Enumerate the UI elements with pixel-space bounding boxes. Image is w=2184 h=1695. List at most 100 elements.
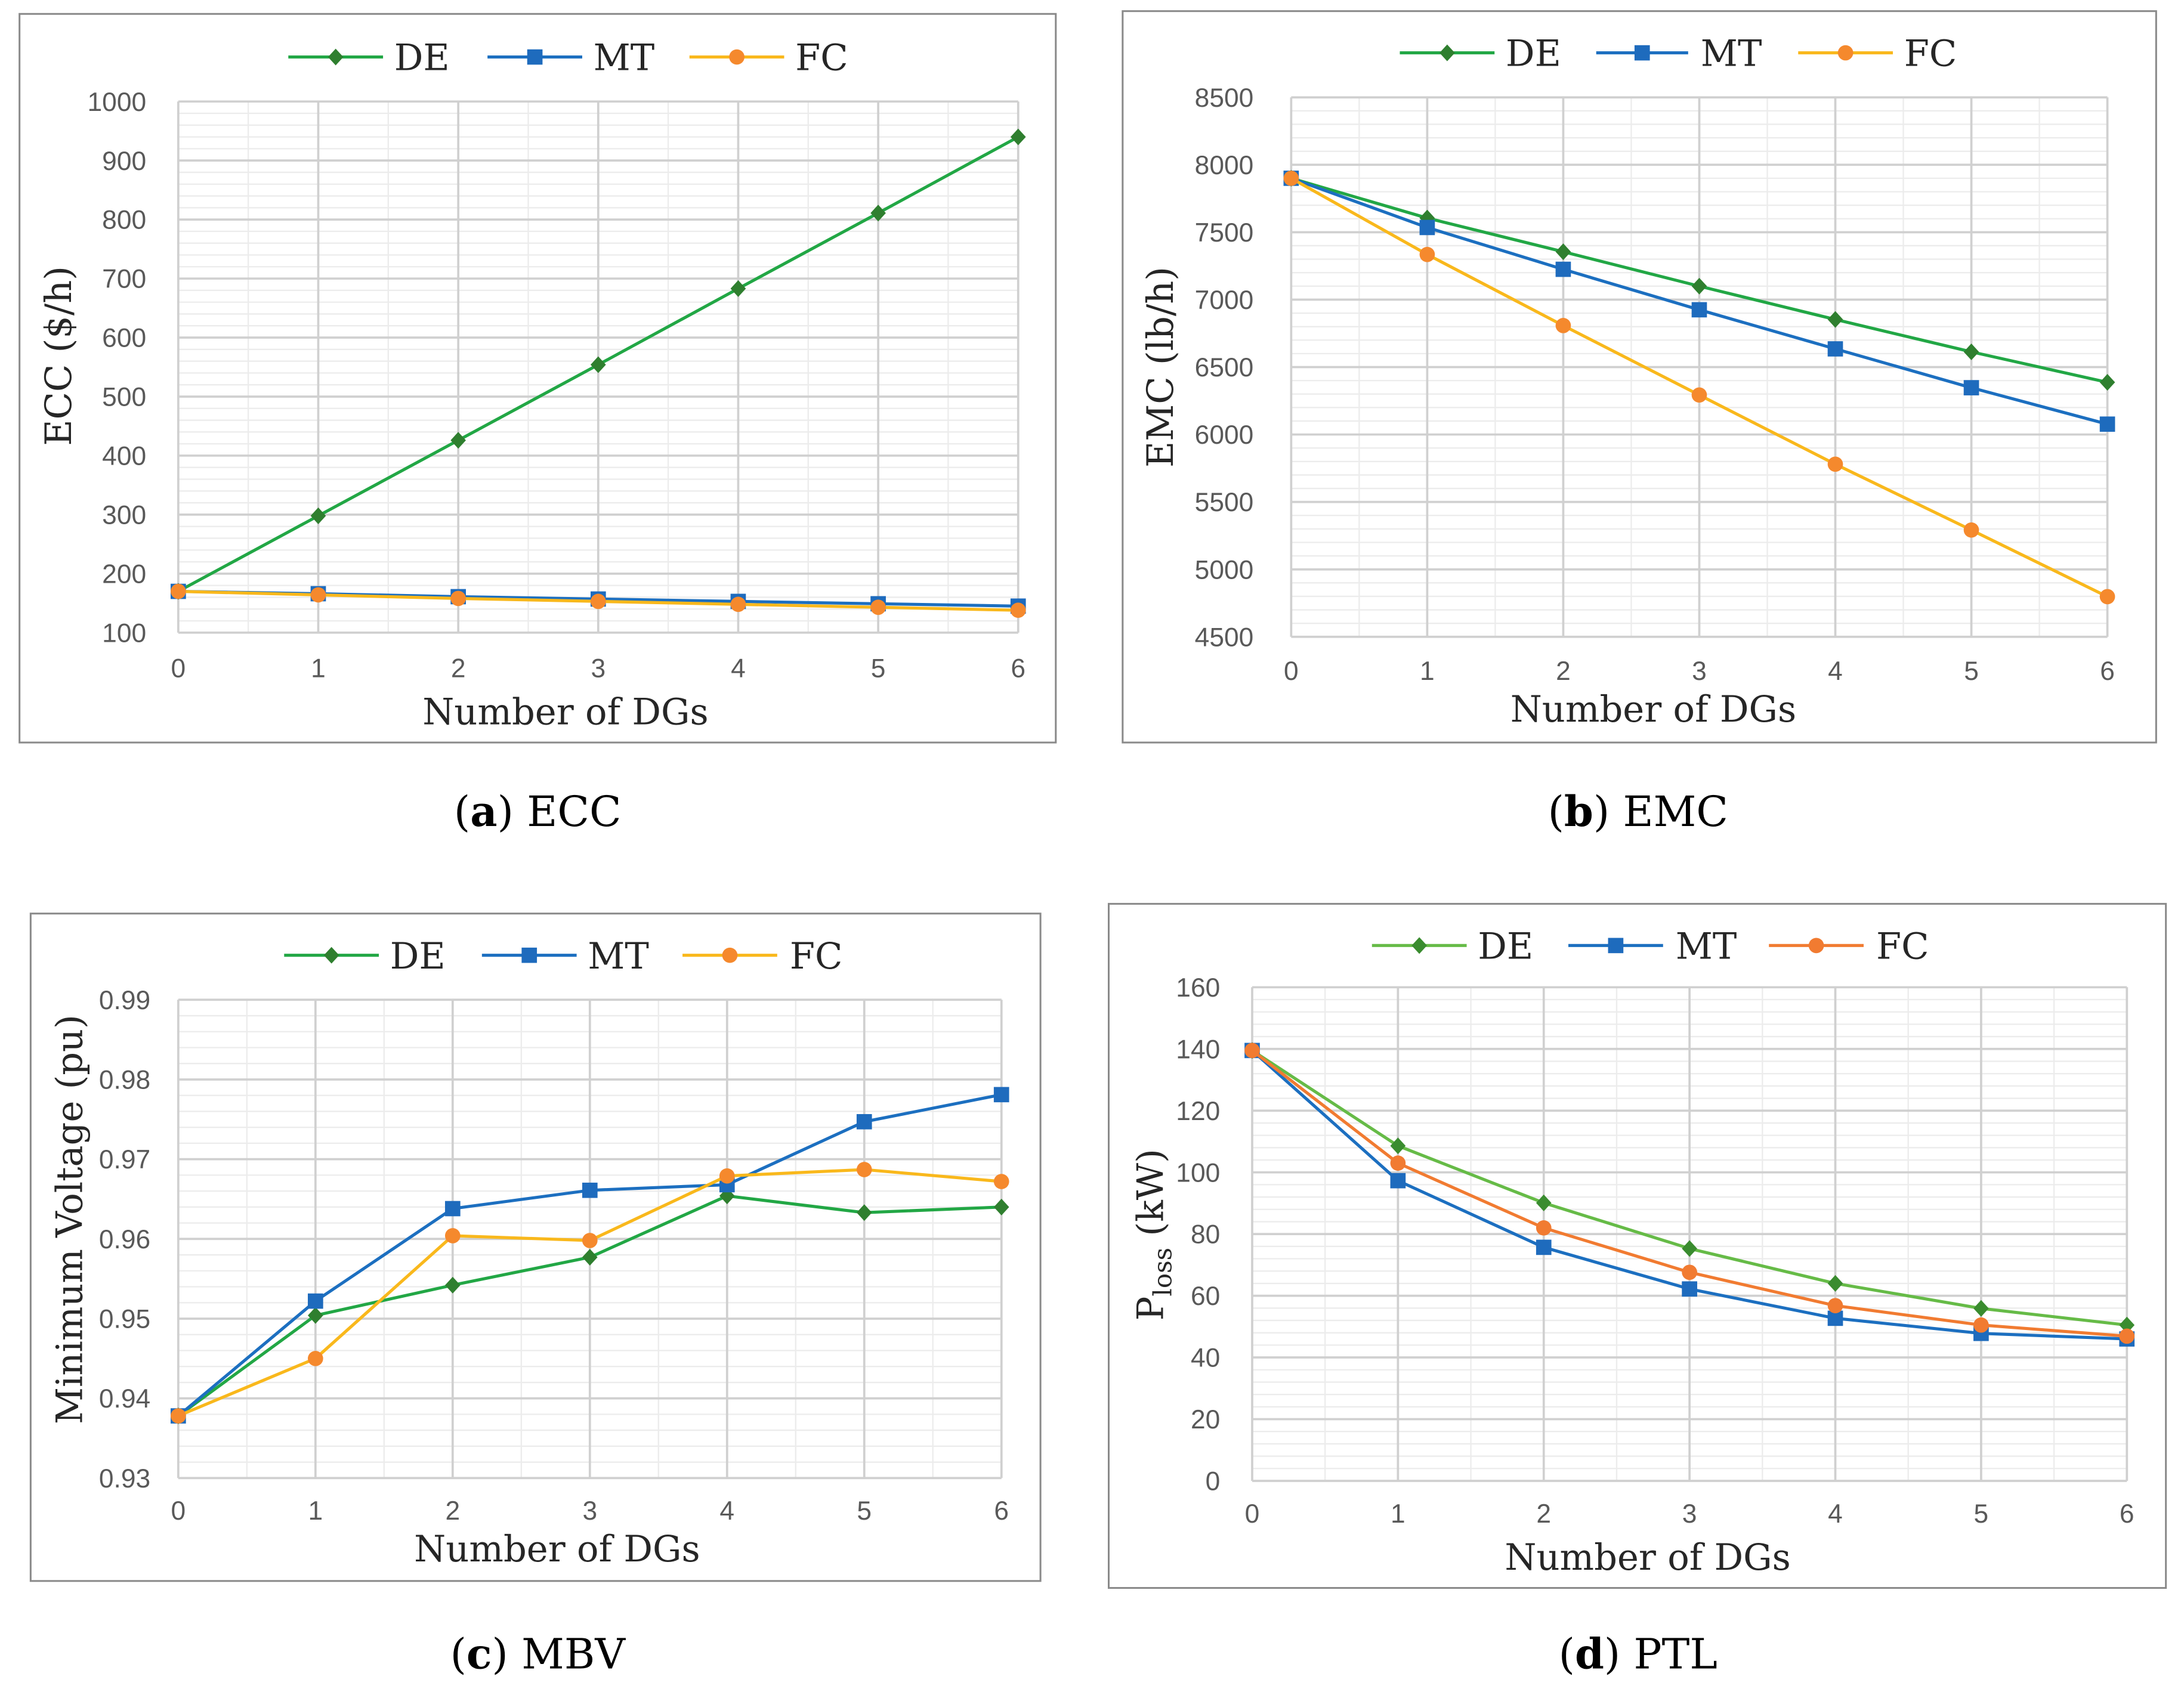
x-tick-label: 6 xyxy=(994,1496,1009,1526)
legend-marker-square xyxy=(1634,45,1650,61)
figure-caption: (c) MBV xyxy=(450,1629,626,1679)
legend-marker-circle xyxy=(722,947,738,963)
x-tick-label: 4 xyxy=(731,654,746,683)
caption-text: ( xyxy=(1559,1630,1575,1679)
data-point-fc-5 xyxy=(1963,522,1979,538)
plot-grid xyxy=(1251,986,2129,1482)
legend-item-fc: FC xyxy=(689,38,848,79)
x-tick-label: 4 xyxy=(719,1496,734,1526)
legend-label: DE xyxy=(1506,33,1561,75)
chart-panel-ecc: 100 200 300 400 500 600 700 800 900 1000 0 1 2 3 4 5 6 DE… xyxy=(18,13,1057,836)
data-point-mt-6 xyxy=(2099,416,2115,432)
caption-text: ( xyxy=(450,1630,467,1679)
y-axis-title: ECC ($/h) xyxy=(38,266,80,446)
caption-text: ) EMC xyxy=(1593,787,1728,836)
legend-marker-circle xyxy=(1837,45,1854,61)
data-point-fc-1 xyxy=(307,1350,323,1366)
legend-marker-circle xyxy=(1808,938,1824,954)
data-point-de-5 xyxy=(856,1204,872,1221)
y-tick-label: 4500 xyxy=(1195,623,1254,652)
x-tick-label: 5 xyxy=(857,1496,872,1526)
y-axis-title-text: EMC (lb/h) xyxy=(1140,267,1182,468)
data-point-fc-3 xyxy=(582,1233,598,1248)
legend-marker-square xyxy=(1608,938,1624,954)
data-point-mt-3 xyxy=(582,1182,598,1198)
data-point-fc-6 xyxy=(993,1174,1009,1189)
data-point-de-3 xyxy=(1691,277,1707,295)
y-axis-title-text: P xyxy=(1130,1297,1172,1321)
data-point-de-5 xyxy=(1963,343,1979,360)
y-tick-label: 7500 xyxy=(1195,218,1254,248)
figure-caption: (d) PTL xyxy=(1559,1629,1717,1679)
data-point-fc-0 xyxy=(171,583,186,599)
y-tick-label: 1000 xyxy=(88,88,147,117)
caption-panel-letter: b xyxy=(1564,787,1593,836)
data-point-fc-0 xyxy=(1283,171,1299,186)
legend-label: MT xyxy=(588,936,649,978)
data-point-de-3 xyxy=(582,1249,598,1266)
data-point-mt-2 xyxy=(444,1201,461,1217)
legend-label: FC xyxy=(1876,926,1929,968)
legend-marker-circle xyxy=(729,49,745,65)
y-axis-title-text: ECC ($/h) xyxy=(38,266,80,446)
data-point-fc-6 xyxy=(2099,589,2115,605)
data-point-mt-5 xyxy=(856,1113,872,1130)
legend-item-de: DE xyxy=(1400,33,1561,75)
legend-marker-square xyxy=(521,947,537,963)
data-point-fc-5 xyxy=(870,599,886,615)
x-tick-label: 3 xyxy=(1692,657,1707,686)
y-tick-label: 0 xyxy=(1206,1467,1221,1496)
data-point-fc-0 xyxy=(171,1408,186,1424)
x-tick-label: 6 xyxy=(1011,654,1025,683)
legend-marker-diamond xyxy=(323,947,339,964)
data-point-fc-5 xyxy=(856,1162,872,1177)
legend-item-fc: FC xyxy=(1798,33,1957,75)
data-point-fc-6 xyxy=(2119,1328,2135,1344)
figure-caption: (b) EMC xyxy=(1548,787,1728,836)
data-point-mt-5 xyxy=(1963,380,1979,395)
x-tick-label: 5 xyxy=(1974,1499,1989,1529)
data-point-fc-2 xyxy=(450,590,466,607)
x-tick-label: 3 xyxy=(1682,1499,1697,1529)
y-axis-title-subscript: loss xyxy=(1148,1248,1178,1297)
x-tick-label: 2 xyxy=(1556,657,1571,686)
data-point-de-6 xyxy=(993,1198,1009,1215)
x-tick-label: 1 xyxy=(1391,1499,1405,1529)
legend-marker-diamond xyxy=(328,48,344,66)
legend: DE MT FC xyxy=(1371,926,1929,968)
y-tick-label: 0.95 xyxy=(99,1305,150,1334)
y-tick-label: 6000 xyxy=(1195,420,1254,450)
y-tick-label: 100 xyxy=(102,618,146,648)
x-axis-title: Number of DGs xyxy=(414,1529,700,1570)
x-tick-label: 6 xyxy=(2120,1499,2134,1529)
y-tick-label: 7000 xyxy=(1195,286,1254,315)
legend-label: MT xyxy=(1701,33,1762,75)
data-point-fc-2 xyxy=(444,1228,461,1244)
legend-label: DE xyxy=(1478,926,1533,968)
y-tick-label: 0.99 xyxy=(99,986,150,1015)
series-fc xyxy=(171,1162,1009,1424)
data-point-fc-2 xyxy=(1555,318,1571,333)
y-tick-label: 5500 xyxy=(1195,488,1254,517)
y-tick-label: 200 xyxy=(102,559,146,589)
data-point-mt-1 xyxy=(1419,219,1435,236)
y-tick-label: 0.97 xyxy=(99,1145,150,1174)
data-point-fc-4 xyxy=(1827,456,1843,472)
y-tick-label: 0.94 xyxy=(99,1384,150,1413)
y-tick-label: 160 xyxy=(1176,973,1220,1003)
legend-marker-square xyxy=(527,49,543,65)
x-tick-label: 0 xyxy=(1284,657,1299,686)
data-point-de-2 xyxy=(1555,243,1571,261)
data-point-mt-1 xyxy=(1390,1173,1406,1189)
y-tick-label: 0.98 xyxy=(99,1066,150,1095)
x-axis-title: Number of DGs xyxy=(422,692,708,734)
caption-text: ) ECC xyxy=(498,787,622,836)
legend-item-fc: FC xyxy=(1769,926,1929,968)
chart-panel-mbv: 0.93 0.94 0.95 0.96 0.97 0.98 0.99 0 1 2 3 4 5 6 DE MT F… xyxy=(29,913,1042,1679)
legend-item-mt: MT xyxy=(1568,926,1737,968)
y-tick-label: 140 xyxy=(1176,1035,1220,1064)
legend: DE MT FC xyxy=(284,936,842,978)
caption-panel-letter: d xyxy=(1575,1629,1604,1679)
data-point-fc-1 xyxy=(1390,1155,1406,1171)
